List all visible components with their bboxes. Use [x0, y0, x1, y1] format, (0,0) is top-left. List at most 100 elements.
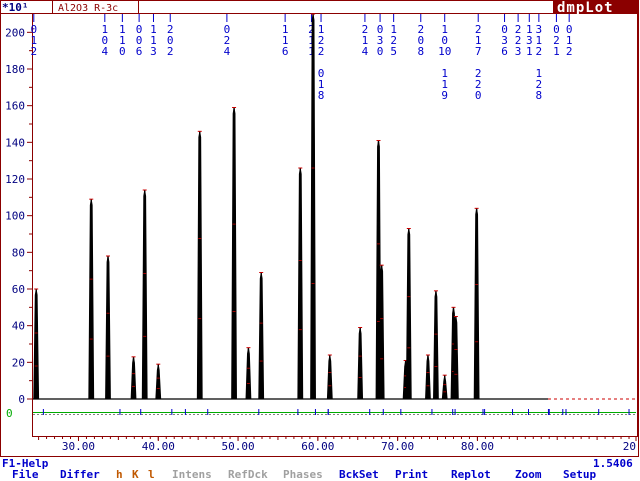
hkl-label-char: 1 [150, 23, 157, 36]
hkl-label-char: 0 [167, 34, 174, 47]
x-tick-label: 40.00 [142, 440, 175, 453]
hkl-label-char: 6 [136, 45, 143, 58]
y-tick-label: 60 [12, 283, 25, 296]
exponent-label: *10¹ [2, 1, 29, 14]
wavelength-value: 1.5406 [593, 457, 633, 470]
hkl-label-char: 1 [101, 23, 108, 36]
hkl-label-char: 7 [475, 45, 482, 58]
menu-item-replot[interactable]: Replot [451, 468, 491, 481]
menu-item-file[interactable]: File [12, 468, 39, 481]
menu-item-setup[interactable]: Setup [563, 468, 597, 481]
hkl-label-char: 2 [167, 45, 174, 58]
menu-item-differ[interactable]: Differ [60, 468, 100, 481]
hkl-label-char: 9 [441, 89, 448, 102]
hkl-label-char: 1 [282, 23, 289, 36]
hkl-label-char: 1 [282, 34, 289, 47]
hkl-label-char: 2 [417, 23, 424, 36]
y-tick-label: 140 [5, 136, 25, 149]
hkl-label-char: 0 [101, 34, 108, 47]
hkl-label-char: 2 [318, 45, 325, 58]
observed-peaks [33, 13, 480, 400]
hkl-label-char: 1 [441, 23, 448, 36]
hkl-label-char: 1 [526, 45, 533, 58]
hkl-label-char: 3 [536, 23, 543, 36]
hkl-label-char: 1 [119, 23, 126, 36]
hkl-label-char: 1 [526, 23, 533, 36]
hkl-label-char: 0 [136, 23, 143, 36]
hkl-label-char: 8 [318, 89, 325, 102]
hkl-label-char: 2 [475, 67, 482, 80]
menu-item-phases[interactable]: Phases [283, 468, 323, 481]
hkl-label-char: 1 [536, 67, 543, 80]
hkl-label-char: 1 [308, 45, 315, 58]
x-tick-label: 50.00 [221, 440, 254, 453]
app-logo: dmpLot [557, 0, 614, 16]
x-tick-label: 30.00 [62, 440, 95, 453]
hkl-label-char: 0 [30, 23, 37, 36]
hkl-label-char: 3 [150, 45, 157, 58]
difference-zero-label: 0 [6, 407, 13, 420]
hkl-label-char: 6 [501, 45, 508, 58]
hkl-label-char: 2 [475, 23, 482, 36]
y-tick-label: 180 [5, 63, 25, 76]
hkl-label-char: 4 [224, 45, 231, 58]
x-tick-label: 20 [623, 440, 636, 453]
hkl-label-char: 0 [441, 34, 448, 47]
window-frame [0, 0, 639, 457]
hkl-label-char: 1 [390, 23, 397, 36]
y-tick-label: 200 [5, 26, 25, 39]
y-tick-label: 160 [5, 100, 25, 113]
y-axis-ticks: 0 20 40 60 80 100 120 140 160 180 200 [5, 26, 32, 406]
menu-item-refdck[interactable]: RefDck [228, 468, 268, 481]
hkl-label-char: 5 [390, 45, 397, 58]
y-tick-label: 20 [12, 356, 25, 369]
hkl-label-char: 0 [553, 23, 560, 36]
y-tick-label: 0 [18, 393, 25, 406]
hkl-label-char: 1 [150, 34, 157, 47]
x-tick-label: 70.00 [381, 440, 414, 453]
hkl-label-char: 1 [553, 45, 560, 58]
x-tick-label: 60.00 [301, 440, 334, 453]
hkl-label-char: 1 [318, 78, 325, 91]
menu-item-bckset[interactable]: BckSet [339, 468, 379, 481]
hkl-label-char: 2 [566, 45, 573, 58]
menu-item-l[interactable]: l [148, 468, 155, 481]
hkl-label-char: 1 [362, 34, 369, 47]
hkl-label-char: 2 [536, 45, 543, 58]
hkl-label-char: 0 [417, 34, 424, 47]
hkl-label-char: 0 [224, 23, 231, 36]
y-tick-label: 80 [12, 246, 25, 259]
menu-item-zoom[interactable]: Zoom [515, 468, 542, 481]
menu-item-k[interactable]: K [132, 468, 139, 481]
hkl-label-char: 1 [30, 34, 37, 47]
menu-item-print[interactable]: Print [395, 468, 429, 481]
hkl-label-char: 0 [501, 23, 508, 36]
y-tick-label: 40 [12, 320, 25, 333]
hkl-label-char: 4 [362, 45, 369, 58]
hkl-label-char: 2 [515, 34, 522, 47]
hkl-label-char: 0 [318, 67, 325, 80]
hkl-labels: 0121041100061132020241162111220182140301… [30, 14, 572, 102]
y-tick-label: 100 [5, 210, 25, 223]
menu-item-h[interactable]: h [116, 468, 123, 481]
reflection-ticks [42, 409, 630, 415]
hkl-label-char: 1 [119, 34, 126, 47]
hkl-label-char: 6 [282, 45, 289, 58]
hkl-label-char: 1 [566, 34, 573, 47]
y-tick-label: 120 [5, 173, 25, 186]
hkl-label-char: 2 [536, 78, 543, 91]
hkl-label-char: 2 [224, 34, 231, 47]
hkl-label-char: 2 [318, 34, 325, 47]
hkl-label-char: 2 [362, 23, 369, 36]
hkl-label-char: 4 [101, 45, 108, 58]
hkl-label-char: 3 [377, 34, 384, 47]
hkl-label-char: 0 [119, 45, 126, 58]
sample-name: Al2O3 R-3c [58, 3, 118, 14]
hkl-label-char: 2 [515, 23, 522, 36]
x-axis-ticks: 30.00 40.00 50.00 60.00 70.00 80.00 20 [38, 437, 637, 453]
hkl-label-char: 2 [553, 34, 560, 47]
hkl-label-char: 0 [377, 23, 384, 36]
hkl-label-char: 8 [417, 45, 424, 58]
menu-item-intens[interactable]: Intens [172, 468, 212, 481]
